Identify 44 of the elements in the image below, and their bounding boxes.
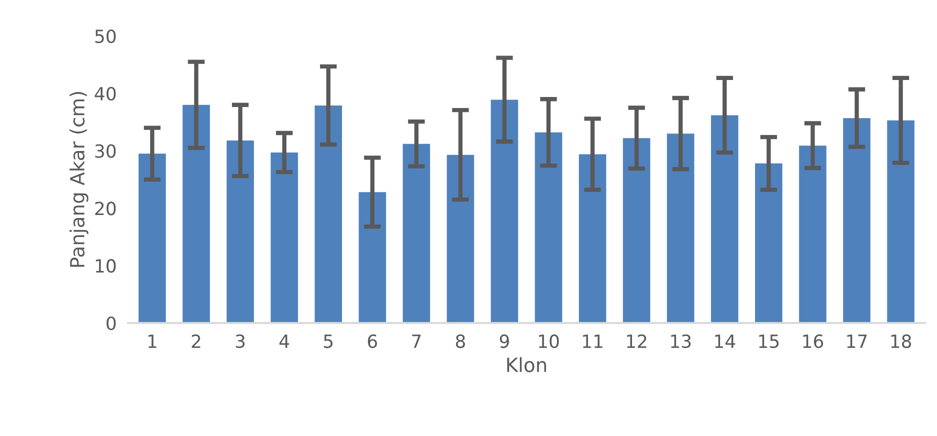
bar xyxy=(666,134,694,323)
y-axis-title: Panjang Akar (cm) xyxy=(70,92,88,267)
bar xyxy=(358,192,386,323)
bar xyxy=(887,120,914,323)
x-tick-label: 17 xyxy=(847,334,867,348)
x-tick-label: 13 xyxy=(671,334,691,348)
x-tick-label: 6 xyxy=(368,334,377,348)
x-tick-label: 15 xyxy=(759,334,779,348)
x-tick-label: 3 xyxy=(236,334,245,348)
x-tick-label: 8 xyxy=(456,334,465,348)
x-axis-title: Klon xyxy=(507,357,546,372)
y-tick-label: 30 xyxy=(95,144,116,158)
x-tick-label: 16 xyxy=(803,334,824,348)
bar xyxy=(622,138,650,323)
y-tick-label: 20 xyxy=(95,202,116,216)
bar xyxy=(182,104,210,323)
x-tick-label: 14 xyxy=(715,334,736,348)
x-tick-label: 12 xyxy=(627,334,646,348)
x-tick-label: 2 xyxy=(192,334,200,348)
y-tick-label: 40 xyxy=(94,86,116,101)
bar xyxy=(314,105,342,323)
bar xyxy=(270,152,298,323)
bar xyxy=(446,154,474,323)
bar xyxy=(226,140,254,323)
bar xyxy=(578,154,606,323)
x-tick-label: 7 xyxy=(412,334,421,348)
x-tick-label: 11 xyxy=(583,334,602,348)
bar xyxy=(490,100,518,323)
bar xyxy=(755,163,782,323)
y-tick-label: 0 xyxy=(106,316,116,330)
bar xyxy=(402,144,430,323)
x-tick-label: 10 xyxy=(539,334,559,348)
bar xyxy=(843,118,870,323)
x-tick-label: 9 xyxy=(500,334,509,348)
x-tick-label: 1 xyxy=(148,334,156,348)
x-tick-label: 18 xyxy=(891,334,912,348)
bar xyxy=(799,146,826,323)
bar xyxy=(138,154,166,323)
y-tick-label: 50 xyxy=(95,29,116,44)
bar xyxy=(711,115,738,323)
x-tick-label: 5 xyxy=(324,334,333,348)
x-tick-label: 4 xyxy=(279,334,290,348)
y-tick-label: 10 xyxy=(96,259,116,273)
bar xyxy=(534,132,562,323)
